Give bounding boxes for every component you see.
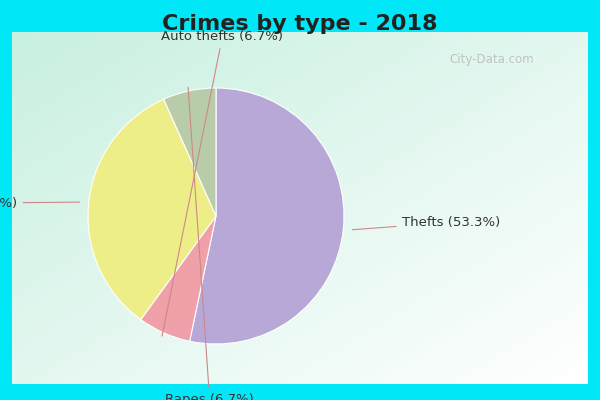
Wedge shape [88,99,216,320]
Text: City-Data.com: City-Data.com [449,54,535,66]
Text: Auto thefts (6.7%): Auto thefts (6.7%) [161,30,283,336]
Wedge shape [190,88,344,344]
Text: Assaults (33.3%): Assaults (33.3%) [0,197,80,210]
Wedge shape [164,88,216,216]
Text: Thefts (53.3%): Thefts (53.3%) [352,216,500,230]
Text: Crimes by type - 2018: Crimes by type - 2018 [162,14,438,34]
Wedge shape [141,216,216,341]
Text: Rapes (6.7%): Rapes (6.7%) [165,87,254,400]
